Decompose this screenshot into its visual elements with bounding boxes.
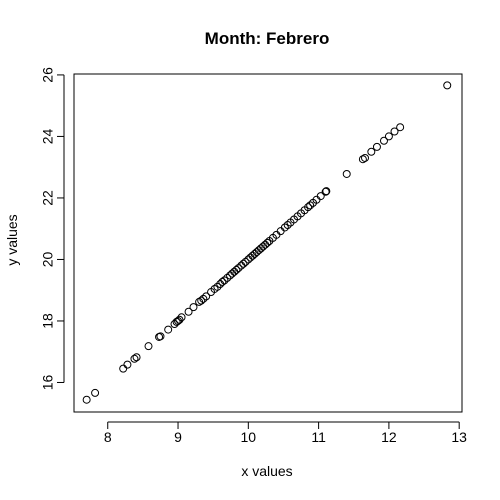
data-point xyxy=(189,303,198,312)
data-point xyxy=(316,192,325,201)
data-point xyxy=(379,136,388,145)
data-point xyxy=(254,246,263,255)
y-tick-label: 24 xyxy=(40,128,56,144)
data-point xyxy=(384,132,393,141)
data-point xyxy=(175,315,184,324)
x-tick-label: 10 xyxy=(241,429,257,445)
x-tick-label: 13 xyxy=(451,429,467,445)
data-point xyxy=(304,203,313,212)
data-point xyxy=(246,253,255,262)
data-point xyxy=(322,187,331,196)
data-point xyxy=(234,264,243,273)
data-point xyxy=(443,81,452,90)
data-point xyxy=(164,325,173,334)
x-tick-label: 9 xyxy=(174,429,182,445)
plot-frame xyxy=(73,73,463,413)
y-tick-label: 22 xyxy=(40,190,56,206)
data-point xyxy=(280,223,289,232)
data-point xyxy=(228,269,237,278)
data-point xyxy=(396,123,405,132)
data-point xyxy=(218,277,227,286)
y-tick-label: 18 xyxy=(40,313,56,329)
data-point xyxy=(132,353,141,362)
y-axis-label: y values xyxy=(4,214,20,265)
data-point xyxy=(259,242,268,251)
data-point xyxy=(252,248,261,257)
data-point xyxy=(213,282,222,291)
data-point xyxy=(130,354,139,363)
y-tick-label: 26 xyxy=(40,67,56,83)
data-point xyxy=(123,360,132,369)
data-point xyxy=(232,265,241,274)
data-point xyxy=(239,259,248,268)
y-tick-label: 20 xyxy=(40,251,56,267)
x-axis: 8 9 10 11 12 13 xyxy=(104,421,467,445)
data-point xyxy=(248,251,257,260)
data-point xyxy=(241,257,250,266)
data-point xyxy=(202,292,211,301)
data-point xyxy=(361,153,369,162)
data-point xyxy=(199,294,208,303)
x-axis-label: x values xyxy=(241,463,292,479)
data-point xyxy=(156,332,165,341)
data-point xyxy=(367,147,376,156)
chart-title: Month: Febrero xyxy=(205,29,330,48)
data-point xyxy=(263,238,272,247)
x-tick-label: 8 xyxy=(104,429,112,445)
data-point xyxy=(276,227,285,236)
data-point xyxy=(250,249,259,258)
data-point xyxy=(184,307,193,316)
data-point xyxy=(358,155,367,164)
data-point xyxy=(390,127,399,136)
data-point xyxy=(223,273,232,282)
data-point xyxy=(177,313,186,322)
data-point xyxy=(197,296,206,305)
data-point xyxy=(342,169,351,178)
y-axis: 16 18 20 22 24 26 xyxy=(40,67,65,390)
data-point xyxy=(230,267,239,276)
data-point xyxy=(144,342,153,351)
data-point xyxy=(220,276,229,285)
data-point xyxy=(283,221,292,230)
x-tick-label: 11 xyxy=(311,429,326,445)
data-point xyxy=(256,244,265,253)
data-point xyxy=(372,142,381,151)
data-point xyxy=(321,187,330,196)
data-point xyxy=(91,388,100,397)
x-tick-label: 12 xyxy=(381,429,397,445)
data-point xyxy=(119,364,128,373)
data-point xyxy=(261,240,270,249)
data-point xyxy=(82,395,91,404)
y-tick-label: 16 xyxy=(40,374,56,390)
data-point xyxy=(306,201,315,210)
data-points xyxy=(82,81,452,404)
